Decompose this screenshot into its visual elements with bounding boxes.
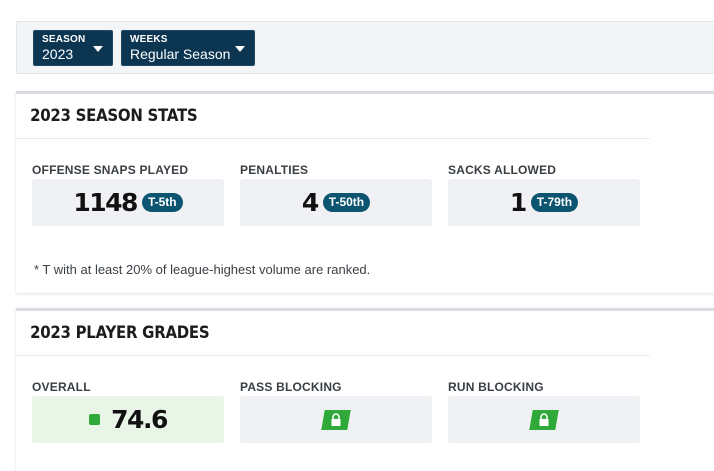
overall-grade-label: OVERALL — [32, 380, 91, 394]
player-grades-title: 2023 PLAYER GRADES — [16, 311, 650, 356]
overall-grade-box: 74.6 — [32, 396, 224, 443]
pass-blocking-label: PASS BLOCKING — [240, 380, 342, 394]
weeks-dropdown[interactable]: WEEKS Regular Season — [121, 30, 255, 66]
weeks-dropdown-label: WEEKS — [130, 34, 168, 45]
season-dropdown[interactable]: SEASON 2023 — [33, 30, 113, 66]
grade-indicator-icon — [89, 414, 101, 425]
lock-icon[interactable] — [529, 409, 559, 430]
chevron-down-icon — [235, 46, 245, 52]
season-dropdown-value: 2023 — [42, 46, 74, 62]
offense-snaps-value: 1148 — [73, 188, 138, 217]
penalties-box: 4 T-50th — [240, 179, 432, 226]
offense-snaps-rank-badge: T-5th — [141, 193, 183, 212]
overall-grade-value: 74.6 — [111, 405, 168, 434]
ranking-footnote: * T with at least 20% of league-highest … — [34, 262, 371, 277]
sacks-allowed-box: 1 T-79th — [448, 179, 640, 226]
penalties-rank-badge: T-50th — [322, 193, 371, 212]
sacks-allowed-value: 1 — [509, 188, 527, 217]
season-stats-title: 2023 SEASON STATS — [16, 94, 650, 139]
penalties-value: 4 — [301, 188, 319, 217]
pass-blocking-box[interactable] — [240, 396, 432, 443]
offense-snaps-box: 1148 T-5th — [32, 179, 224, 226]
sacks-allowed-label: SACKS ALLOWED — [448, 163, 557, 177]
player-grades-card: 2023 PLAYER GRADES OVERALL 74.6 PASS BLO… — [16, 308, 714, 471]
run-blocking-label: RUN BLOCKING — [448, 380, 544, 394]
run-blocking-box[interactable] — [448, 396, 640, 443]
offense-snaps-label: OFFENSE SNAPS PLAYED — [32, 163, 189, 177]
lock-icon[interactable] — [321, 409, 351, 430]
season-stats-card: 2023 SEASON STATS OFFENSE SNAPS PLAYED 1… — [16, 91, 714, 293]
weeks-dropdown-value: Regular Season — [130, 46, 231, 62]
filter-bar: SEASON 2023 WEEKS Regular Season — [16, 21, 714, 74]
season-dropdown-label: SEASON — [42, 34, 86, 45]
chevron-down-icon — [93, 46, 103, 52]
penalties-label: PENALTIES — [240, 163, 309, 177]
sacks-allowed-rank-badge: T-79th — [530, 193, 579, 212]
